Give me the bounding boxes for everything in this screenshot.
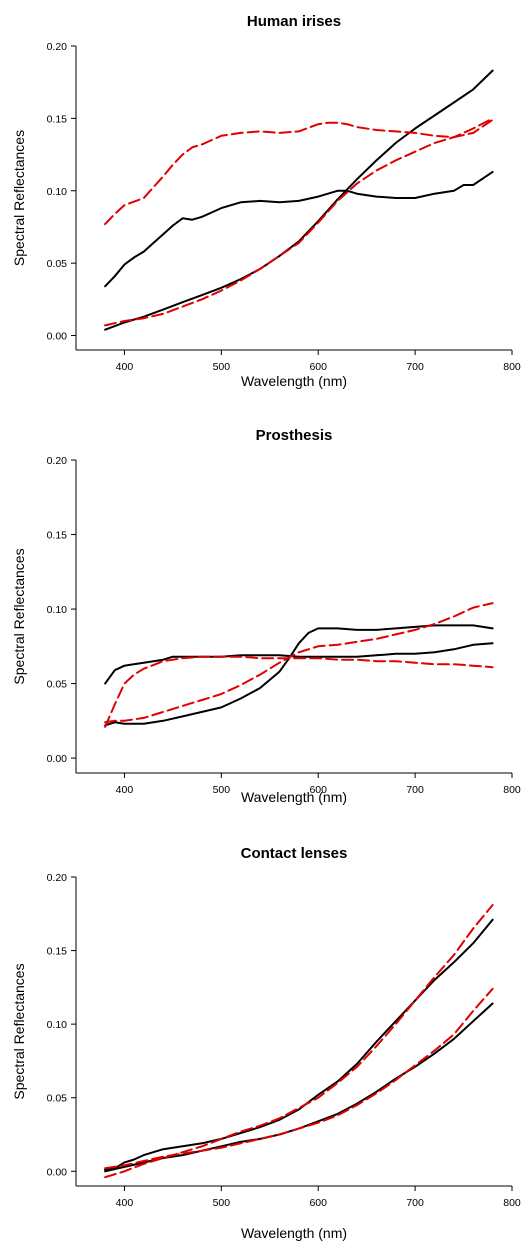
chart-title: Contact lenses — [241, 845, 348, 862]
x-tick-label: 700 — [406, 784, 424, 796]
y-tick-label: 0.05 — [47, 679, 68, 691]
y-tick-label: 0.05 — [47, 1093, 68, 1105]
series-line-2 — [104, 170, 494, 288]
y-tick-label: 0.15 — [47, 113, 68, 125]
x-tick-label: 500 — [213, 361, 231, 373]
series-line-3 — [104, 118, 494, 226]
y-tick-label: 0.15 — [47, 946, 68, 958]
x-tick-label: 600 — [309, 361, 327, 373]
x-tick-label: 600 — [309, 1197, 327, 1209]
x-axis-label: Wavelength (nm) — [241, 1225, 347, 1241]
x-axis-label: Wavelength (nm) — [241, 373, 347, 389]
y-tick-label: 0.10 — [47, 1019, 68, 1031]
x-tick-label: 400 — [116, 784, 134, 796]
chart-panel-3: Contact lenses 0.00 0.05 0.10 0.15 0.20 400 500… — [11, 845, 521, 1241]
series-line-2 — [104, 1002, 494, 1173]
y-axis-label: Spectral Reflectances — [11, 963, 27, 1099]
y-tick-label: 0.20 — [47, 41, 68, 53]
x-tick-label: 500 — [213, 1197, 231, 1209]
y-tick-label: 0.20 — [47, 872, 68, 884]
y-tick-label: 0.05 — [47, 258, 68, 270]
series-line-2 — [104, 624, 494, 727]
y-axis-label: Spectral Reflectances — [11, 130, 27, 266]
series-line-1 — [104, 69, 494, 331]
series-line-4 — [104, 987, 494, 1170]
chart-panel-2: Prosthesis 0.00 0.05 0.10 0.15 0.20 400 500 600 7… — [11, 427, 521, 805]
x-tick-label: 500 — [213, 784, 231, 796]
y-tick-label: 0.15 — [47, 530, 68, 542]
x-tick-label: 700 — [406, 1197, 424, 1209]
x-tick-label: 400 — [116, 361, 134, 373]
x-tick-label: 600 — [309, 784, 327, 796]
chart-title: Prosthesis — [256, 427, 333, 444]
series-line-1 — [104, 918, 494, 1171]
series-line-3 — [104, 904, 494, 1179]
y-tick-label: 0.10 — [47, 604, 68, 616]
y-tick-label: 0.10 — [47, 186, 68, 198]
y-tick-label: 0.00 — [47, 331, 68, 343]
chart-panel-1: Human irises 0.00 0.05 0.10 0.15 0.20 400 500 60… — [11, 13, 521, 389]
y-tick-label: 0.20 — [47, 455, 68, 467]
x-tick-label: 800 — [503, 1197, 521, 1209]
series-line-4 — [104, 602, 494, 724]
y-axis-label: Spectral Reflectances — [11, 548, 27, 684]
series-line-3 — [104, 655, 494, 728]
y-tick-label: 0.00 — [47, 1166, 68, 1178]
series-line-4 — [104, 117, 494, 327]
series-line-1 — [104, 642, 494, 685]
y-tick-label: 0.00 — [47, 753, 68, 765]
x-axis-label: Wavelength (nm) — [241, 789, 347, 805]
x-tick-label: 800 — [503, 361, 521, 373]
x-tick-label: 400 — [116, 1197, 134, 1209]
x-tick-label: 800 — [503, 784, 521, 796]
chart-title: Human irises — [247, 13, 341, 30]
x-tick-label: 700 — [406, 361, 424, 373]
